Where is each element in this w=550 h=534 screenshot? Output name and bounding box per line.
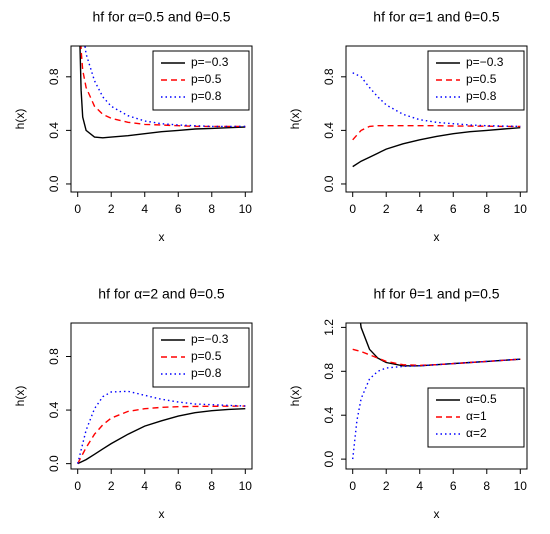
series-line <box>79 46 246 139</box>
panel: hf for θ=1 and p=0.5 x h(x) 0 2 4 6 8 10 0.0 0.4 0.… <box>288 286 528 521</box>
y-tick-label: 0.0 <box>322 175 336 192</box>
y-tick-label: 0.8 <box>47 68 61 85</box>
legend-label: p=−0.3 <box>191 332 229 346</box>
legend: p=−0.3 p=0.5 p=0.8 <box>427 50 525 111</box>
x-tick-label: 8 <box>208 479 215 493</box>
panel: hf for α=2 and θ=0.5 x h(x) 0 2 4 6 8 10 0.0 0.4 0.… <box>13 286 253 521</box>
plot-lines <box>77 390 246 465</box>
series-line <box>352 125 521 141</box>
y-tick-label: 0.4 <box>322 407 336 424</box>
x-tick-label: 8 <box>483 479 490 493</box>
legend: p=−0.3 p=0.5 p=0.8 <box>152 50 250 111</box>
y-tick-label: 0.4 <box>47 401 61 418</box>
x-tick-label: 6 <box>175 202 182 216</box>
legend-label: p=−0.3 <box>466 55 504 69</box>
x-tick-label: 10 <box>514 202 528 216</box>
x-tick-label: 2 <box>383 202 390 216</box>
x-tick-label: 6 <box>450 202 457 216</box>
plot-lines <box>352 72 521 168</box>
x-axis-label: x <box>159 230 165 244</box>
panel-title: hf for α=1 and θ=0.5 <box>373 9 500 25</box>
x-tick-label: 8 <box>208 202 215 216</box>
x-axis-label: x <box>434 230 440 244</box>
x-tick-label: 0 <box>349 479 356 493</box>
plot-frame <box>70 322 253 470</box>
x-tick-label: 10 <box>239 479 253 493</box>
legend-label: α=0.5 <box>466 392 497 406</box>
x-tick-label: 4 <box>141 202 148 216</box>
x-tick-label: 10 <box>514 479 528 493</box>
x-tick-label: 0 <box>74 479 81 493</box>
y-axis-label: h(x) <box>13 386 27 407</box>
plot-lines <box>352 323 521 460</box>
legend-box <box>427 387 525 448</box>
x-tick-label: 8 <box>483 202 490 216</box>
x-tick-label: 4 <box>141 479 148 493</box>
series-line <box>359 323 521 367</box>
series-line <box>352 348 521 367</box>
y-tick-label: 0.4 <box>322 122 336 139</box>
x-tick-label: 2 <box>108 202 115 216</box>
panel-title: hf for α=0.5 and θ=0.5 <box>92 9 230 25</box>
y-tick-label: 0.8 <box>322 68 336 85</box>
legend-label: p=0.5 <box>191 349 222 363</box>
series-line <box>84 46 246 128</box>
plot-frame <box>345 45 528 193</box>
legend-label: p=0.8 <box>466 89 497 103</box>
legend-label: α=2 <box>466 426 487 440</box>
y-tick-label: 0.0 <box>47 455 61 472</box>
x-tick-label: 0 <box>349 202 356 216</box>
legend-box <box>152 327 250 388</box>
x-tick-label: 10 <box>239 202 253 216</box>
series-line <box>80 46 246 128</box>
panel-title: hf for θ=1 and p=0.5 <box>373 286 499 302</box>
x-tick-label: 2 <box>383 479 390 493</box>
legend-label: p=0.5 <box>191 72 222 86</box>
y-axis-label: h(x) <box>288 109 302 130</box>
legend: α=0.5 α=1 α=2 <box>427 387 525 448</box>
x-tick-label: 2 <box>108 479 115 493</box>
legend: p=−0.3 p=0.5 p=0.8 <box>152 327 250 388</box>
y-tick-label: 0.8 <box>322 363 336 380</box>
x-tick-label: 0 <box>74 202 81 216</box>
legend-label: p=0.8 <box>191 89 222 103</box>
panel-title: hf for α=2 and θ=0.5 <box>98 286 225 302</box>
y-tick-label: 0.4 <box>47 122 61 139</box>
series-line <box>77 390 246 464</box>
y-tick-label: 0.8 <box>47 348 61 365</box>
plot-frame <box>70 45 253 193</box>
series-line <box>352 72 521 128</box>
panel: hf for α=0.5 and θ=0.5 x h(x) 0 2 4 6 8 10 0.0 0.4… <box>13 9 253 244</box>
x-tick-label: 6 <box>450 479 457 493</box>
x-tick-label: 4 <box>416 202 423 216</box>
y-axis-label: h(x) <box>13 109 27 130</box>
series-line <box>77 405 246 464</box>
legend-label: p=0.5 <box>466 72 497 86</box>
x-axis-label: x <box>434 507 440 521</box>
y-tick-label: 0.0 <box>322 450 336 467</box>
plot-frame <box>345 322 528 470</box>
legend-box <box>152 50 250 111</box>
y-tick-label: 1.2 <box>322 319 336 336</box>
panel: hf for α=1 and θ=0.5 x h(x) 0 2 4 6 8 10 0.0 0.4 0.… <box>288 9 528 244</box>
series-line <box>77 408 246 465</box>
x-axis-label: x <box>159 507 165 521</box>
series-line <box>352 127 521 168</box>
x-tick-label: 6 <box>175 479 182 493</box>
legend-label: α=1 <box>466 409 487 423</box>
y-tick-label: 0.0 <box>47 175 61 192</box>
legend-label: p=−0.3 <box>191 55 229 69</box>
x-tick-label: 4 <box>416 479 423 493</box>
legend-box <box>427 50 525 111</box>
legend-label: p=0.8 <box>191 366 222 380</box>
y-axis-label: h(x) <box>288 386 302 407</box>
plot-lines <box>79 46 246 139</box>
